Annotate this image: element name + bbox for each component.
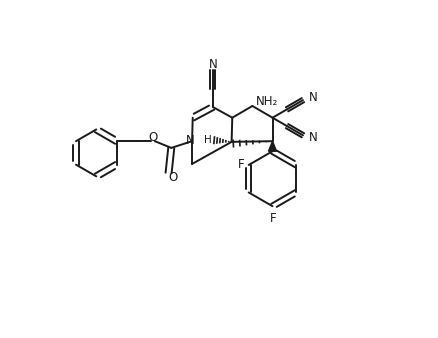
Polygon shape — [268, 141, 276, 151]
Text: F: F — [238, 158, 245, 171]
Text: O: O — [168, 171, 177, 184]
Text: N: N — [208, 57, 217, 71]
Text: O: O — [148, 131, 157, 144]
Text: NH₂: NH₂ — [256, 95, 278, 108]
Text: N: N — [309, 131, 318, 144]
Text: N: N — [186, 134, 194, 147]
Text: F: F — [270, 212, 276, 225]
Text: H: H — [204, 135, 212, 145]
Text: N: N — [309, 91, 318, 104]
